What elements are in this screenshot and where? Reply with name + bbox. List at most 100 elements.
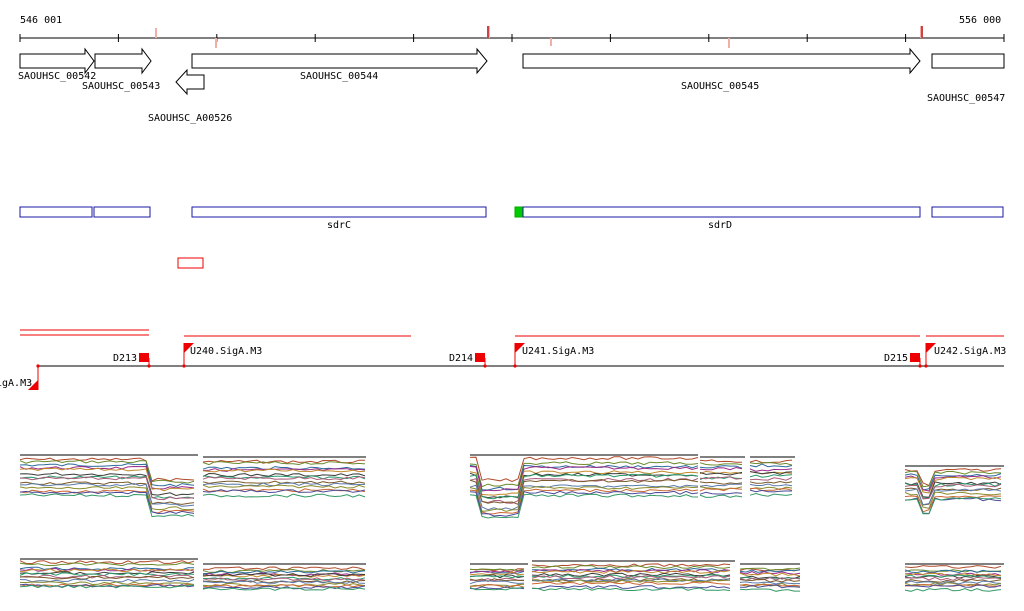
profile-line [469,493,699,519]
profile-line [904,496,1002,515]
profile-line [469,484,699,511]
gene-saouhsc-00544[interactable]: SAOUHSC_00544 [191,47,488,82]
profile-line [19,581,195,586]
up-marker-u240[interactable]: U240.SigA.M3 [182,343,262,368]
profile-line [202,468,366,473]
profile-line [202,476,366,481]
profile-line [202,489,366,494]
profile-line [19,490,195,515]
gene-saouhsc-00547[interactable]: SAOUHSC_00547 [927,53,1005,104]
profile-line [904,569,1002,574]
profile-line [904,569,1002,573]
profile-line [19,583,195,587]
profile-line [739,572,801,577]
gene-track: SAOUHSC_00542 SAOUHSC_00543 SAOUHSC_A005… [18,47,1005,124]
feature-box[interactable] [19,206,93,218]
profile-line [749,471,793,475]
profile-line [202,584,366,588]
down-marker-d213[interactable]: D213 [113,353,151,368]
profile-line [202,468,366,472]
profile-line [739,588,800,592]
up-label: U242.SigA.M3 [934,346,1006,357]
ruler-marker [487,26,489,38]
profile-line [531,587,731,592]
gene-label: SAOUHSC_00547 [927,93,1005,104]
profile-line [904,574,1002,579]
profile-line [531,567,731,572]
profile-line [904,470,1002,488]
profile-line [19,568,195,573]
profile-line [202,570,366,575]
gene-saouhsc-a00526[interactable]: SAOUHSC_A00526 [148,68,232,124]
feature-box[interactable] [93,206,151,218]
profile-line [531,577,731,582]
profile-line [19,572,195,577]
gene-saouhsc-00542[interactable]: SAOUHSC_00542 [18,47,96,82]
down-label: D215 [884,353,908,364]
profile-line [699,471,743,476]
profile-line [904,576,1002,581]
profile-line [202,475,366,480]
up-label: U240.SigA.M3 [190,346,262,357]
profile-line [699,487,743,492]
profile-line [202,585,366,590]
profile-line [739,567,801,571]
profile-line [19,472,195,497]
profile-line [202,459,366,464]
profile-line [202,493,366,498]
down-marker-d214[interactable]: D214 [449,353,487,368]
profile-line [469,568,525,572]
profile-line [904,483,1002,500]
profile-line [749,489,792,493]
profile-line [469,586,525,591]
gene-saouhsc-00543[interactable]: SAOUHSC_00543 [82,47,160,92]
profile-line [739,577,801,581]
profile-line [202,577,366,581]
profile-line [20,482,195,507]
profile-line [904,468,1002,487]
gene-saouhsc-00545[interactable]: SAOUHSC_00545 [522,47,921,92]
profile-line [469,575,525,579]
profile-line [749,483,793,487]
profile-line [749,468,793,472]
profile-line [749,480,793,484]
green-marker[interactable] [514,206,524,218]
profile-line [469,584,525,589]
feature-sdrc[interactable] [191,206,487,218]
profile-line [749,459,793,464]
profile-line [749,477,793,481]
expression-profile-track [19,454,1004,519]
profile-line [904,488,1002,506]
profile-line [19,493,195,518]
profile-line [19,578,195,583]
profile-line [739,569,801,573]
feature-sdrd-label: sdrD [708,220,732,231]
feature-box[interactable] [931,206,1004,218]
profile-line [19,476,195,501]
profile-line [699,481,743,485]
profile-line [202,472,366,477]
red-region-box[interactable] [177,257,204,269]
feature-sdrd[interactable] [522,206,921,218]
profile-line [531,585,731,590]
profile-line [19,560,195,565]
profile-line [469,470,699,496]
coordinate-ruler: 546 001 556 000 [19,15,1005,48]
profile-line [19,457,195,482]
up-marker-u242[interactable]: U242.SigA.M3 [924,343,1006,368]
profile-line [904,565,1002,569]
profile-line [904,476,1002,494]
up-marker-partial[interactable]: igA.M3 [0,364,40,390]
profile-line [19,489,195,514]
ruler-ticks [19,34,1005,42]
profile-line [469,490,699,517]
profile-line [699,494,743,498]
up-marker-u241[interactable]: U241.SigA.M3 [513,343,594,368]
profile-line [531,570,731,574]
profile-line [19,459,195,484]
profile-line [749,487,793,492]
profile-line [469,577,525,582]
profile-line [19,465,195,490]
profile-line [699,470,743,475]
down-marker-d215[interactable]: D215 [884,353,922,368]
